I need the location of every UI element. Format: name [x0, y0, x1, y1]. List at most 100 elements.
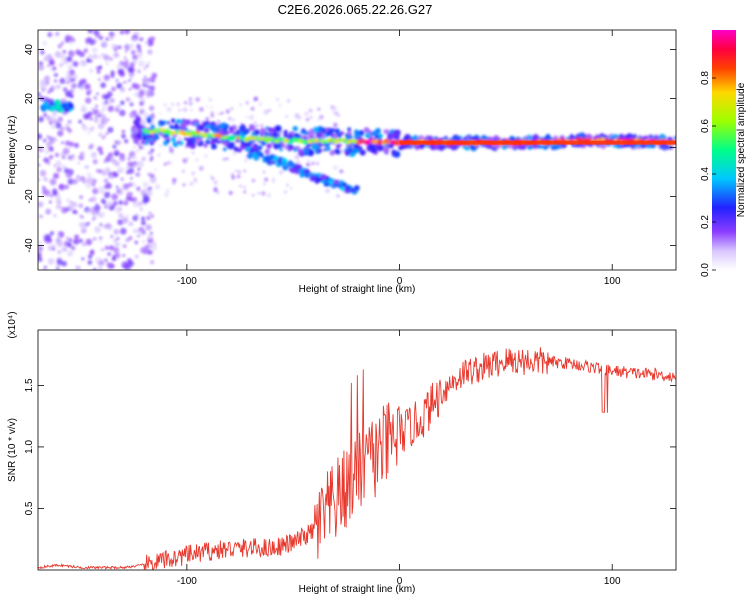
- spectrogram-cell: [220, 111, 224, 115]
- spectrogram-cell: [332, 106, 337, 111]
- spectrogram-cell: [67, 250, 74, 257]
- spectrogram-cell: [147, 38, 153, 44]
- spectrogram-cell: [104, 245, 110, 250]
- spectrogram-cell: [311, 142, 319, 150]
- spectrogram-cell: [72, 154, 75, 157]
- spectrogram-cell: [412, 135, 419, 142]
- spectrogram-cell: [119, 30, 125, 35]
- spectrogram-cell: [60, 41, 65, 45]
- spectrogram-cell: [220, 139, 224, 144]
- spectrogram-cell: [90, 196, 97, 202]
- colorbar-tick-label: 0.6: [700, 119, 711, 133]
- spectrogram-cell: [347, 127, 352, 132]
- spectrogram-cell: [250, 106, 255, 111]
- spectrogram-cell: [263, 109, 269, 115]
- spectrogram-cell: [92, 237, 97, 241]
- spectrogram-cell: [147, 49, 153, 55]
- spectrogram-cell: [48, 120, 52, 124]
- spectrogram-cell: [238, 125, 243, 130]
- spectrogram-cell: [279, 130, 283, 134]
- spectrogram-cell: [122, 183, 130, 190]
- spectrogram-cell: [108, 56, 114, 62]
- spectrogram-cell: [225, 157, 229, 161]
- spectrogram-cell: [335, 149, 341, 155]
- spectrogram-cell: [87, 254, 93, 260]
- spectrogram-cell: [106, 91, 113, 98]
- spectrogram-cell: [316, 132, 323, 139]
- spectrogram-cell: [135, 172, 141, 178]
- spectrogram-cell: [330, 179, 335, 184]
- spectrogram-cell: [243, 169, 247, 173]
- spectrogram-cell: [128, 43, 135, 50]
- spectrogram-cell: [216, 140, 221, 144]
- spectrogram-cell: [54, 51, 62, 58]
- spectrogram-cell: [93, 96, 97, 100]
- spectrogram-cell: [183, 101, 188, 105]
- spectrogram-cell: [38, 116, 44, 123]
- spectrogram-cell: [80, 152, 83, 155]
- spectrogram-cell: [112, 171, 119, 178]
- spectrogram-cell: [53, 164, 57, 168]
- spectrogram-cell: [87, 260, 93, 265]
- spectrogram-cell: [393, 133, 400, 140]
- spectrogram-cell: [64, 34, 72, 42]
- spectrogram-cell: [159, 144, 163, 148]
- spectrogram-cell: [136, 52, 143, 59]
- spectrogram-cell: [52, 244, 56, 247]
- spectrogram-cell: [398, 145, 404, 151]
- spectrogram-cell: [93, 267, 97, 270]
- spectrogram-cell: [44, 75, 50, 82]
- spectrogram-cell: [178, 137, 182, 140]
- spectrogram-cell: [73, 238, 80, 245]
- spectrogram-cell: [271, 177, 276, 182]
- spectrogram-cell: [87, 131, 91, 135]
- spectrogram-cell: [100, 198, 106, 204]
- spectrogram-cell: [62, 50, 67, 54]
- spectrogram-cell: [443, 137, 448, 141]
- spectrogram-cell: [317, 118, 321, 121]
- spectrogram-cell: [190, 108, 193, 112]
- spectrogram-cell: [49, 59, 55, 66]
- spectrogram-cell: [581, 143, 586, 148]
- spectrogram-cell: [91, 214, 96, 218]
- spectrogram-cell: [95, 169, 100, 173]
- spectrogram-cell: [273, 132, 278, 137]
- spectrogram-cell: [71, 246, 75, 250]
- spectrogram-cell: [134, 240, 138, 245]
- spectrogram-cell: [147, 61, 151, 65]
- spectrogram-cell: [180, 121, 187, 129]
- spectrogram-cell: [251, 193, 255, 197]
- snr-multiplier: (x10⁴): [7, 311, 18, 338]
- spectrogram-cell: [332, 110, 335, 114]
- spectrogram-cell: [61, 164, 67, 169]
- spectrogram-cell: [110, 174, 114, 179]
- spectrogram-cell: [62, 87, 68, 92]
- spectrogram-cell: [184, 137, 188, 141]
- spectrogram-cell: [57, 249, 62, 255]
- spectrogram-cell: [164, 192, 169, 198]
- spectrogram-cell: [120, 100, 125, 106]
- spectrogram-cell: [78, 222, 85, 228]
- spectrogram-cell: [150, 240, 157, 247]
- spectrogram-cell: [71, 53, 75, 57]
- spectrogram-cell: [205, 139, 211, 145]
- spectrogram-cell: [211, 176, 215, 180]
- spectrogram-cell: [172, 141, 179, 148]
- spectrogram-cell: [82, 61, 88, 67]
- spectrogram-cell: [403, 135, 409, 141]
- spectrogram-cell: [659, 133, 666, 141]
- spectrogram-cell: [114, 30, 118, 32]
- spectrogram-cell: [142, 157, 145, 161]
- spectrogram-cell: [133, 146, 136, 149]
- spectrogram-cell: [282, 161, 288, 167]
- spectrogram-cell: [305, 162, 311, 167]
- spectrogram-cell: [113, 52, 119, 57]
- spectrogram-cell: [257, 191, 261, 195]
- spectrogram-cell: [142, 230, 146, 235]
- spectrogram-cell: [292, 125, 298, 132]
- spectrogram-cell: [650, 135, 655, 139]
- spectrogram-cell: [50, 194, 53, 198]
- spectrogram-cell: [38, 201, 44, 208]
- spectrogram-cell: [103, 159, 108, 163]
